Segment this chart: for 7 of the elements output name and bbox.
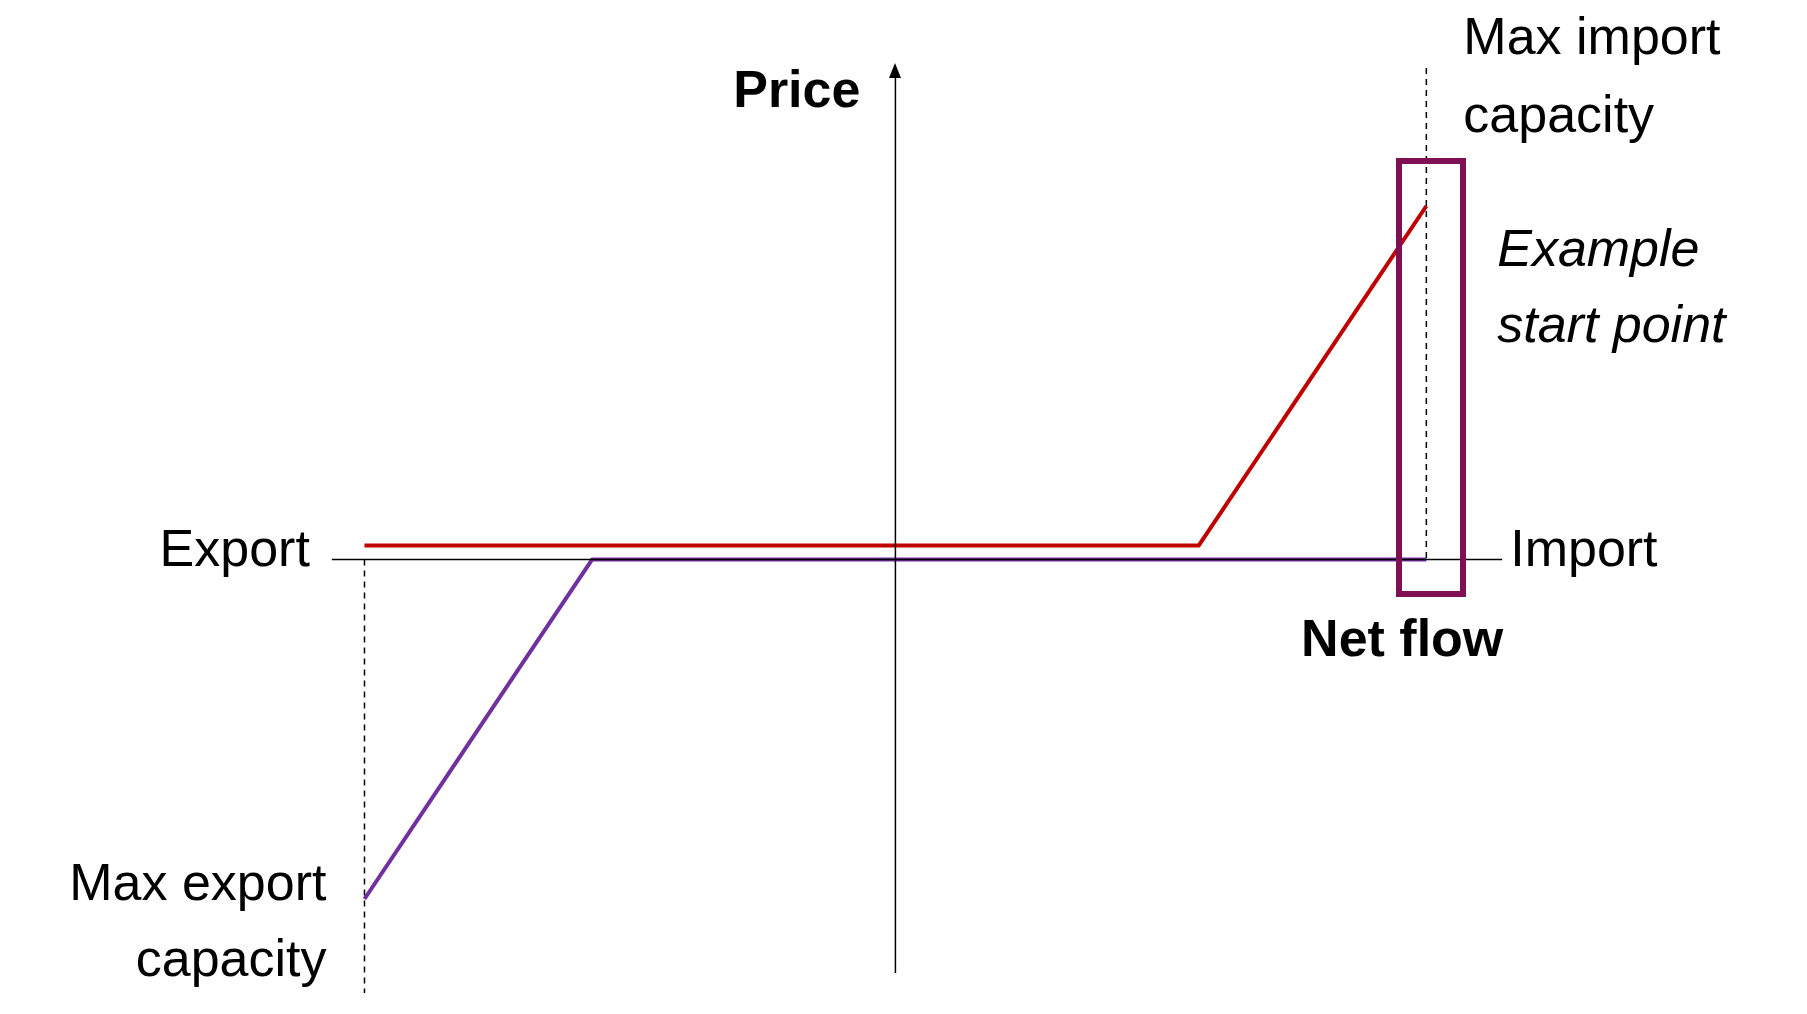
y-axis-title: Price [733, 60, 861, 119]
text: Import [1510, 518, 1659, 577]
x-axis-title: Net flow [1301, 608, 1504, 667]
annotation: Example start point [1497, 219, 1729, 354]
text: Max import capacity [1463, 7, 1721, 144]
text: Export [159, 518, 311, 577]
text: Max export capacity [69, 853, 327, 988]
